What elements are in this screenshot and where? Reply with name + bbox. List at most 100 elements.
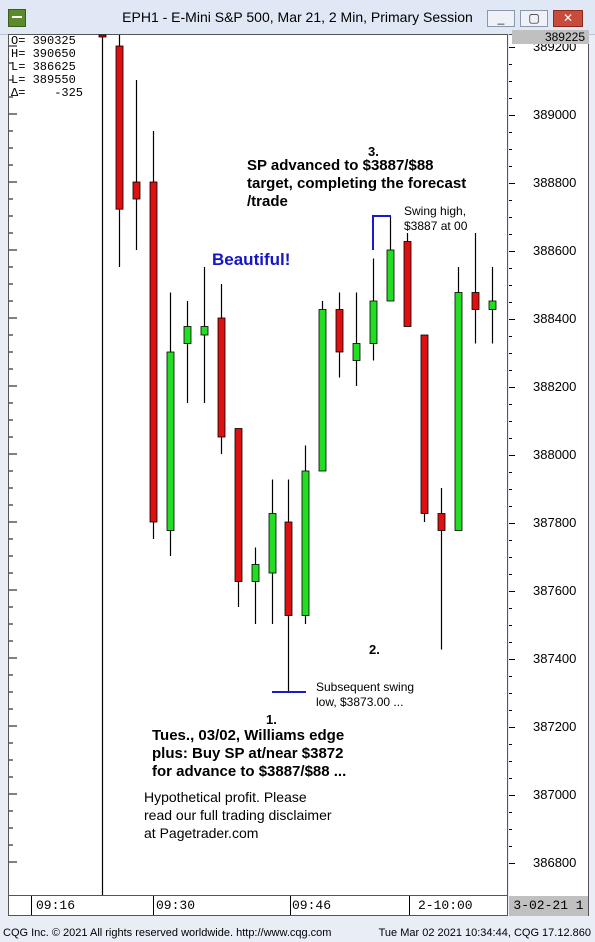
price-axis-label: 388800: [533, 175, 577, 190]
price-axis-tick: [509, 727, 515, 728]
candle-up: [352, 343, 361, 361]
price-axis-minor-tick: [509, 574, 512, 575]
swing-low-line-1: Subsequent swing: [316, 680, 415, 694]
note-3-line-1: SP advanced to $3887/$88: [247, 157, 434, 174]
note-3-line-2: target, completing the forecast: [247, 175, 467, 192]
candle-up: [369, 300, 378, 344]
price-axis-minor-tick: [509, 132, 512, 133]
time-label-1000: 2-10:00: [418, 898, 473, 913]
beautiful-label: Beautiful!: [212, 250, 291, 269]
disclaimer-text: Hypothetical profit. Please read our ful…: [144, 788, 332, 842]
price-axis-minor-tick: [509, 625, 512, 626]
candle-down: [98, 34, 107, 38]
candle-up: [183, 326, 192, 344]
candle-up: [301, 470, 310, 616]
candle-up: [488, 300, 497, 310]
candle-down: [403, 241, 412, 327]
price-axis-minor-tick: [509, 353, 512, 354]
price-axis-minor-tick: [509, 744, 512, 745]
price-axis-minor-tick: [509, 540, 512, 541]
swing-high-line-2: $3887 at 00: [404, 219, 468, 233]
price-axis-minor-tick: [509, 268, 512, 269]
ohlc-low: L= 386625: [11, 60, 76, 74]
price-axis-label: 387000: [533, 787, 577, 802]
price-axis-minor-tick: [509, 642, 512, 643]
date-box: 3-02-21 1: [509, 896, 589, 916]
price-axis-minor-tick: [509, 166, 512, 167]
price-axis-tick: [509, 591, 515, 592]
candle-down: [437, 513, 446, 531]
swing-low-label: Subsequent swing low, $3873.00 ...: [316, 680, 414, 710]
disclaimer-line-1: Hypothetical profit. Please: [144, 789, 307, 805]
price-axis-minor-tick: [509, 285, 512, 286]
price-axis-minor-tick: [509, 693, 512, 694]
price-axis-tick: [509, 47, 515, 48]
price-axis-minor-tick: [509, 489, 512, 490]
timestamp-text: Tue Mar 02 2021 10:34:44, CQG 17.12.860: [378, 927, 591, 939]
price-axis-minor-tick: [509, 302, 512, 303]
price-axis-label: 388400: [533, 311, 577, 326]
swing-low-line-2: low, $3873.00 ...: [316, 695, 404, 709]
maximize-button[interactable]: ▢: [520, 10, 548, 27]
price-axis-minor-tick: [509, 812, 512, 813]
candle-down: [335, 309, 344, 353]
candle-down: [471, 292, 480, 310]
note-1-line-1: Tues., 03/02, Williams edge: [152, 727, 345, 744]
time-axis[interactable]: 09:16 09:30 09:46 2-10:00: [8, 896, 508, 916]
price-axis-minor-tick: [509, 421, 512, 422]
price-axis-minor-tick: [509, 761, 512, 762]
price-axis-tick: [509, 659, 515, 660]
price-axis-minor-tick: [509, 829, 512, 830]
copyright-text: CQG Inc. © 2021 All rights reserved worl…: [3, 927, 332, 939]
minimize-button[interactable]: _: [487, 10, 515, 27]
price-axis-tick: [509, 863, 515, 864]
note-1-text: Tues., 03/02, Williams edge plus: Buy SP…: [152, 727, 422, 781]
ohlc-delta: Δ= -325: [11, 86, 84, 100]
candle-up: [318, 309, 327, 472]
price-axis-minor-tick: [509, 370, 512, 371]
price-axis-minor-tick: [509, 438, 512, 439]
disclaimer-line-3: at Pagetrader.com: [144, 825, 259, 841]
price-axis-minor-tick: [509, 81, 512, 82]
disclaimer-line-2: read our full trading disclaimer: [144, 807, 332, 823]
chart-app-icon: [8, 9, 26, 27]
price-axis-minor-tick: [509, 557, 512, 558]
price-axis-minor-tick: [509, 710, 512, 711]
price-axis-tick: [509, 115, 515, 116]
candle-up: [251, 564, 260, 582]
candle-down: [217, 317, 226, 438]
note-3-text: SP advanced to $3887/$88 target, complet…: [247, 157, 507, 211]
close-button[interactable]: ✕: [553, 10, 583, 27]
candle-down: [149, 181, 158, 523]
price-axis-tick: [509, 795, 515, 796]
candle-up: [166, 351, 175, 531]
note-3-number: 3.: [368, 144, 379, 159]
time-label-0930: 09:30: [156, 898, 196, 913]
candle-down: [115, 45, 124, 210]
candle-down: [132, 181, 141, 200]
price-axis-minor-tick: [509, 472, 512, 473]
price-axis-minor-tick: [509, 200, 512, 201]
time-axis-separator: [31, 896, 32, 915]
price-axis-tick: [509, 319, 515, 320]
price-axis-minor-tick: [509, 404, 512, 405]
price-axis-label: 388200: [533, 379, 577, 394]
window-title: EPH1 - E-Mini S&P 500, Mar 21, 2 Min, Pr…: [122, 9, 473, 25]
price-axis-minor-tick: [509, 506, 512, 507]
note-2-number: 2.: [369, 642, 380, 657]
candle-up: [268, 513, 277, 574]
price-axis-label: 388000: [533, 447, 577, 462]
price-axis-tick: [509, 455, 515, 456]
candle-down: [234, 428, 243, 582]
price-axis-minor-tick: [509, 608, 512, 609]
price-axis-label: 389000: [533, 107, 577, 122]
swing-high-line-1: Swing high,: [404, 204, 467, 218]
swing-high-marker: [372, 215, 391, 250]
note-3-line-3: /trade: [247, 193, 288, 210]
note-1-line-3: for advance to $3887/$88 ...: [152, 763, 347, 780]
price-axis-tick: [509, 523, 515, 524]
price-axis[interactable]: 386800 387000 387200 387400 387600 387800 3880…: [509, 34, 589, 896]
ohlc-open: O= 390325: [11, 34, 76, 48]
